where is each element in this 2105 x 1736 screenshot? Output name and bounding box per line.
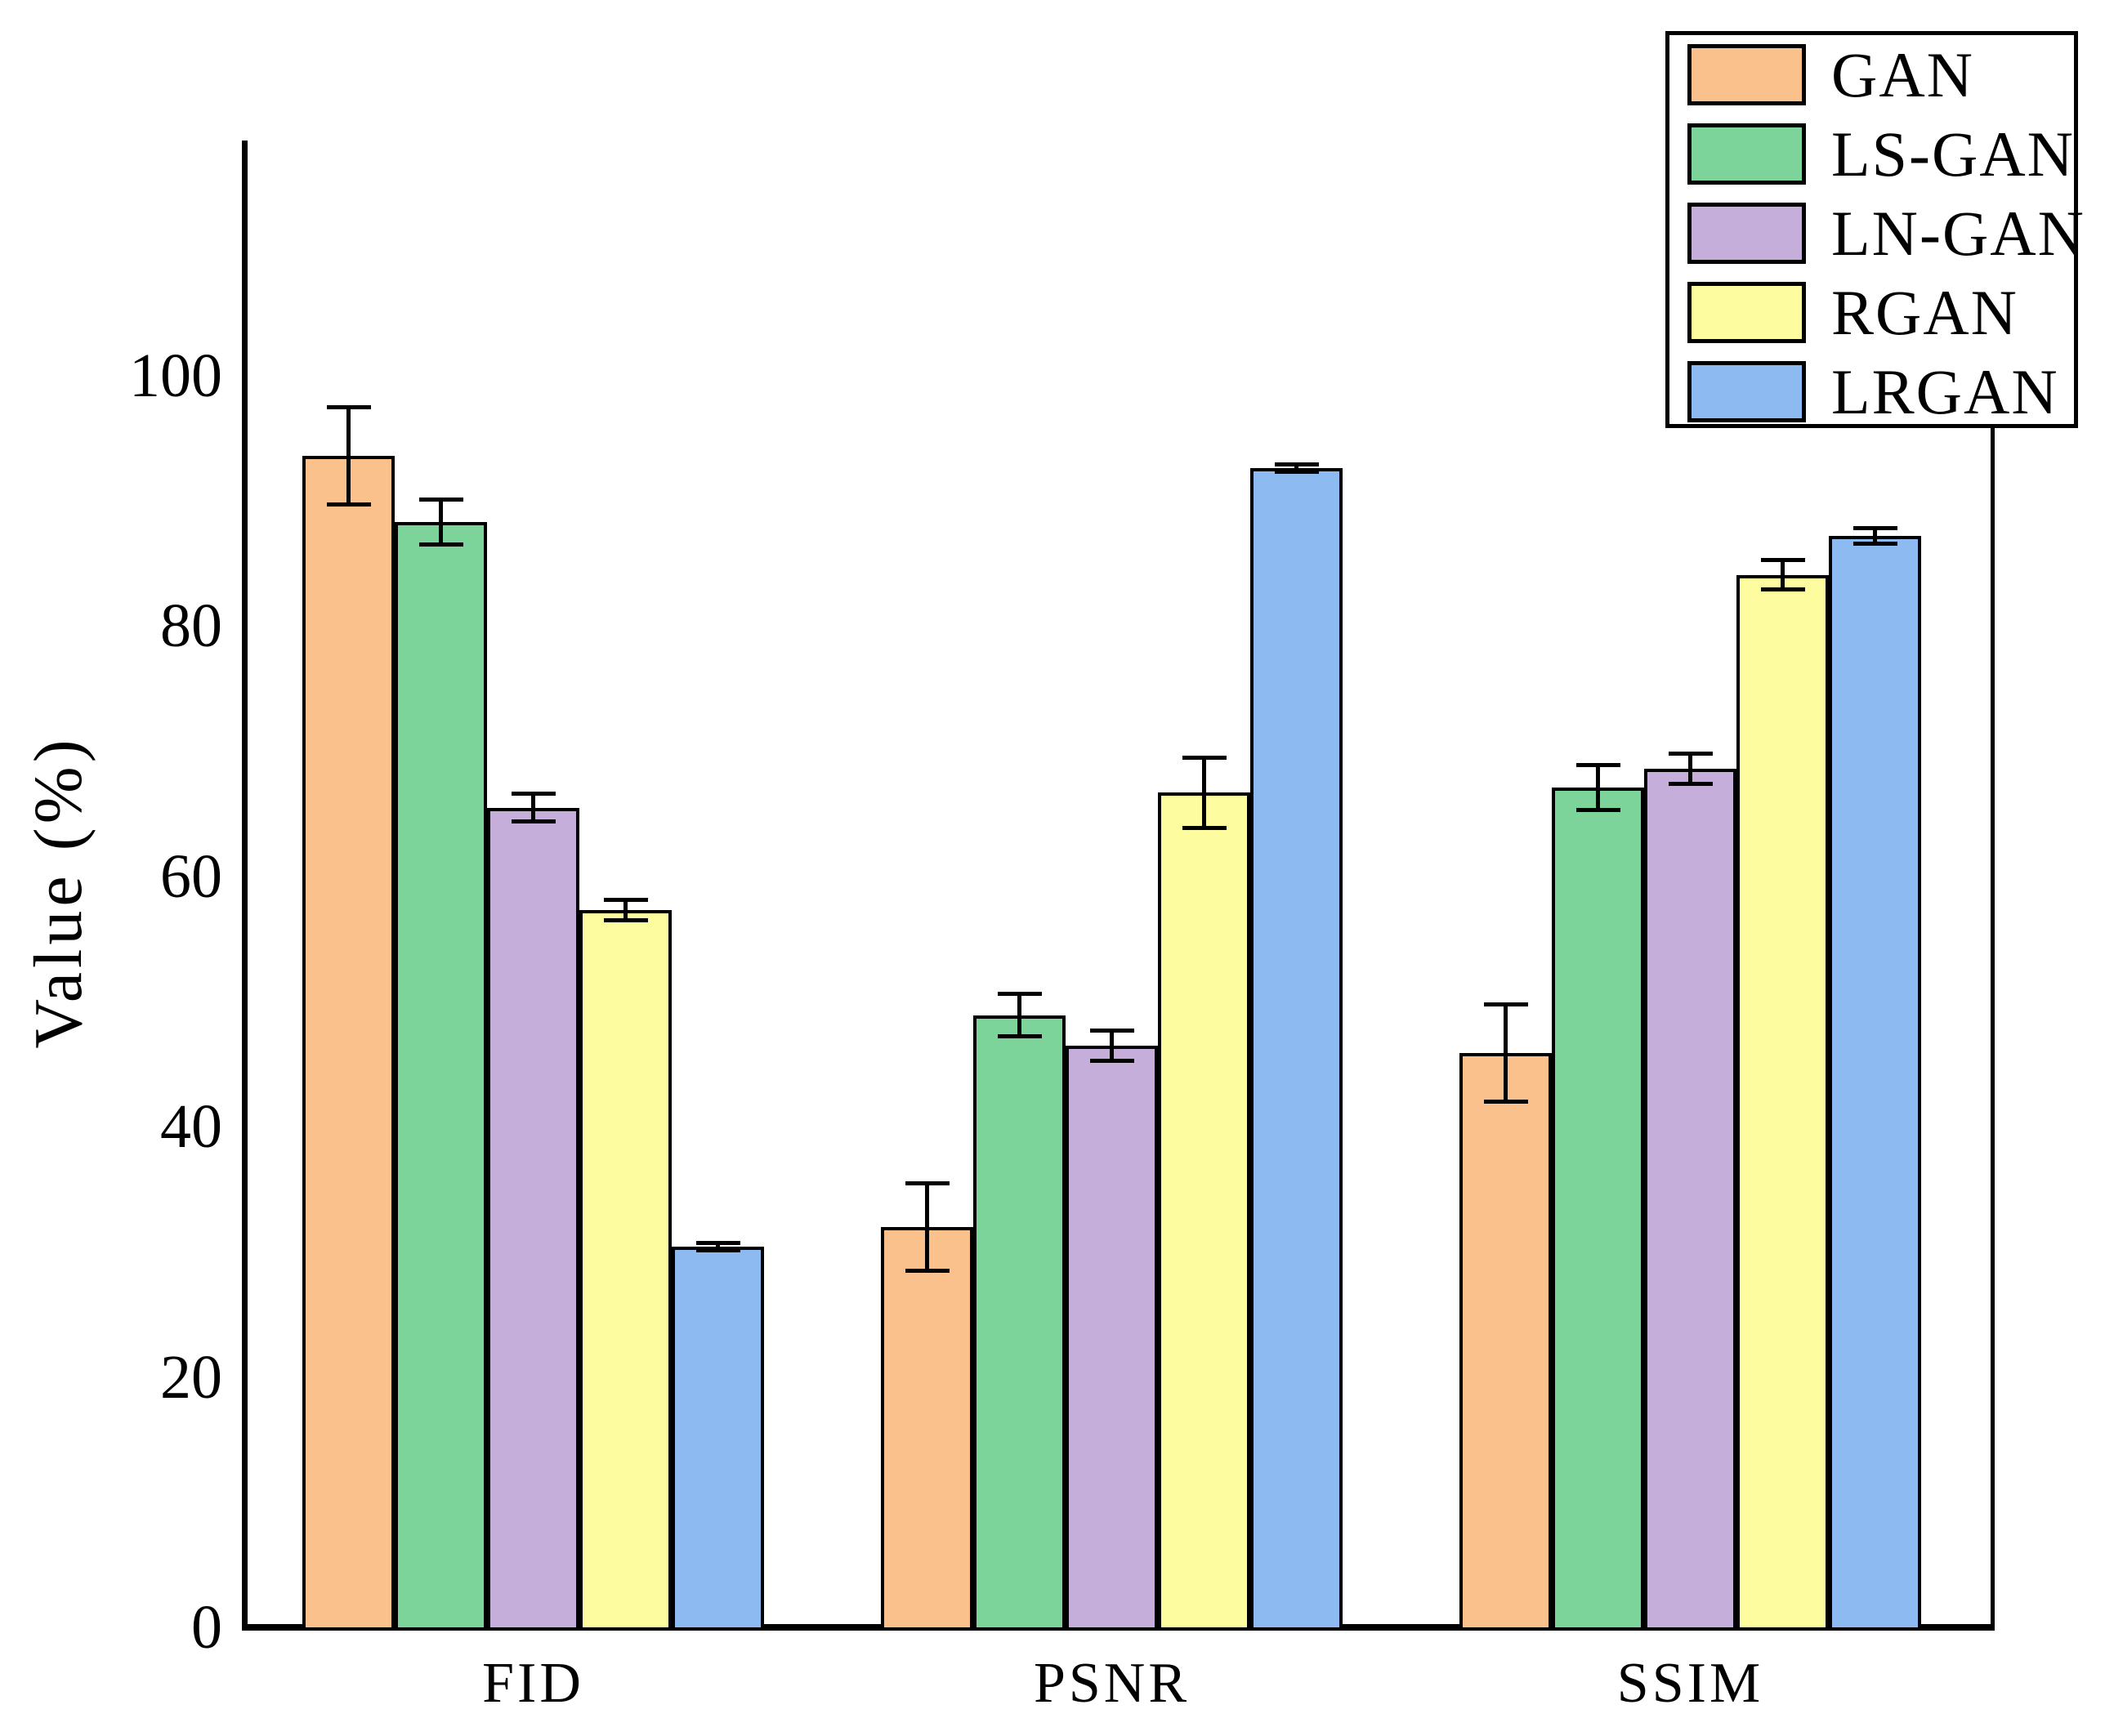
error-cap-bottom-LRGAN-SSIM bbox=[1852, 541, 1897, 546]
error-cap-top-GAN-SSIM bbox=[1483, 1002, 1528, 1006]
error-bar-RGAN-PSNR bbox=[1202, 757, 1206, 828]
bar-LS-GAN-PSNR bbox=[973, 1015, 1066, 1631]
bar-GAN-SSIM bbox=[1459, 1052, 1552, 1631]
error-cap-top-LS-GAN-FID bbox=[418, 498, 463, 502]
bar-RGAN-PSNR bbox=[1158, 792, 1250, 1631]
error-cap-top-LN-GAN-SSIM bbox=[1668, 752, 1713, 756]
error-bar-LN-GAN-FID bbox=[531, 793, 535, 822]
bar-LS-GAN-SSIM bbox=[1552, 788, 1644, 1631]
legend-swatch-LRGAN bbox=[1687, 361, 1806, 422]
legend-label-LS-GAN: LS-GAN bbox=[1831, 118, 2075, 190]
legend: GAN LS-GAN LN-GAN RGAN LRGAN bbox=[1665, 31, 2084, 431]
error-cap-bottom-LN-GAN-SSIM bbox=[1668, 781, 1713, 786]
error-cap-top-LN-GAN-PSNR bbox=[1089, 1028, 1134, 1033]
legend-row-LN-GAN: LN-GAN bbox=[1669, 194, 2084, 273]
y-tick-label-0: 0 bbox=[191, 1593, 222, 1662]
error-cap-bottom-GAN-FID bbox=[326, 502, 371, 507]
error-cap-top-LN-GAN-FID bbox=[511, 792, 556, 797]
bar-GAN-FID bbox=[302, 456, 395, 1631]
error-bar-LS-GAN-PSNR bbox=[1017, 993, 1021, 1037]
error-cap-bottom-RGAN-FID bbox=[603, 917, 648, 922]
y-tick-label-80: 80 bbox=[160, 591, 222, 661]
error-bar-GAN-SSIM bbox=[1504, 1004, 1508, 1102]
bar-RGAN-SSIM bbox=[1736, 574, 1829, 1631]
error-bar-LRGAN-SSIM bbox=[1873, 528, 1877, 544]
error-cap-top-RGAN-FID bbox=[603, 898, 648, 903]
error-bar-LS-GAN-SSIM bbox=[1596, 765, 1600, 810]
y-axis-spine bbox=[242, 141, 248, 1631]
legend-row-RGAN: RGAN bbox=[1669, 273, 2074, 352]
error-cap-bottom-LS-GAN-PSNR bbox=[997, 1034, 1042, 1039]
bar-LS-GAN-FID bbox=[395, 522, 487, 1631]
error-cap-top-LRGAN-FID bbox=[695, 1241, 740, 1246]
legend-label-RGAN: RGAN bbox=[1831, 276, 2019, 348]
error-bar-LS-GAN-FID bbox=[439, 499, 443, 545]
legend-swatch-LN-GAN bbox=[1687, 203, 1806, 264]
legend-label-LRGAN: LRGAN bbox=[1831, 355, 2059, 427]
error-cap-bottom-LRGAN-PSNR bbox=[1274, 470, 1319, 475]
error-cap-top-RGAN-SSIM bbox=[1760, 557, 1805, 562]
error-bar-LRGAN-FID bbox=[716, 1243, 720, 1251]
bar-GAN-PSNR bbox=[881, 1226, 973, 1631]
legend-label-LN-GAN: LN-GAN bbox=[1831, 197, 2085, 269]
error-cap-bottom-LS-GAN-SSIM bbox=[1575, 808, 1620, 813]
error-cap-bottom-RGAN-SSIM bbox=[1760, 587, 1805, 592]
bar-LN-GAN-FID bbox=[487, 807, 579, 1631]
error-cap-top-GAN-FID bbox=[326, 404, 371, 409]
error-bar-RGAN-SSIM bbox=[1781, 560, 1785, 590]
error-bar-GAN-FID bbox=[346, 407, 351, 505]
error-bar-GAN-PSNR bbox=[925, 1183, 929, 1271]
error-cap-bottom-LN-GAN-FID bbox=[511, 819, 556, 823]
legend-swatch-GAN bbox=[1687, 44, 1806, 105]
error-bar-RGAN-FID bbox=[623, 899, 628, 921]
bar-LRGAN-PSNR bbox=[1250, 468, 1343, 1631]
error-cap-bottom-LRGAN-FID bbox=[695, 1248, 740, 1253]
legend-row-LS-GAN: LS-GAN bbox=[1669, 114, 2074, 194]
error-cap-bottom-GAN-SSIM bbox=[1483, 1100, 1528, 1105]
error-cap-top-GAN-PSNR bbox=[905, 1180, 950, 1185]
error-cap-bottom-LS-GAN-FID bbox=[418, 542, 463, 547]
y-tick-label-60: 60 bbox=[160, 841, 222, 911]
bar-LN-GAN-PSNR bbox=[1066, 1045, 1158, 1631]
error-cap-top-LS-GAN-PSNR bbox=[997, 992, 1042, 997]
legend-swatch-LS-GAN bbox=[1687, 123, 1806, 185]
x-category-label-PSNR: PSNR bbox=[1033, 1652, 1191, 1715]
y-tick-label-40: 40 bbox=[160, 1092, 222, 1162]
error-bar-LRGAN-PSNR bbox=[1294, 464, 1298, 472]
error-cap-bottom-GAN-PSNR bbox=[905, 1268, 950, 1273]
error-cap-top-LS-GAN-SSIM bbox=[1575, 762, 1620, 767]
error-cap-top-LRGAN-PSNR bbox=[1274, 462, 1319, 467]
right-axis-spine bbox=[1991, 141, 1995, 1631]
legend-row-GAN: GAN bbox=[1669, 35, 2074, 114]
error-cap-top-LRGAN-SSIM bbox=[1852, 526, 1897, 531]
x-category-label-FID: FID bbox=[482, 1652, 584, 1715]
bar-LN-GAN-SSIM bbox=[1644, 769, 1736, 1631]
error-cap-bottom-LN-GAN-PSNR bbox=[1089, 1058, 1134, 1063]
bar-RGAN-FID bbox=[579, 910, 672, 1631]
legend-label-GAN: GAN bbox=[1831, 38, 1974, 110]
error-cap-top-RGAN-PSNR bbox=[1182, 755, 1227, 760]
legend-swatch-RGAN bbox=[1687, 282, 1806, 343]
bar-LRGAN-FID bbox=[672, 1247, 764, 1631]
legend-row-LRGAN: LRGAN bbox=[1669, 352, 2074, 431]
bar-LRGAN-SSIM bbox=[1829, 536, 1921, 1631]
y-tick-label-100: 100 bbox=[129, 341, 222, 410]
x-category-label-SSIM: SSIM bbox=[1616, 1652, 1764, 1715]
error-cap-bottom-RGAN-PSNR bbox=[1182, 825, 1227, 830]
error-bar-LN-GAN-SSIM bbox=[1688, 753, 1692, 784]
error-bar-LN-GAN-PSNR bbox=[1110, 1030, 1114, 1060]
y-tick-label-20: 20 bbox=[160, 1342, 222, 1412]
